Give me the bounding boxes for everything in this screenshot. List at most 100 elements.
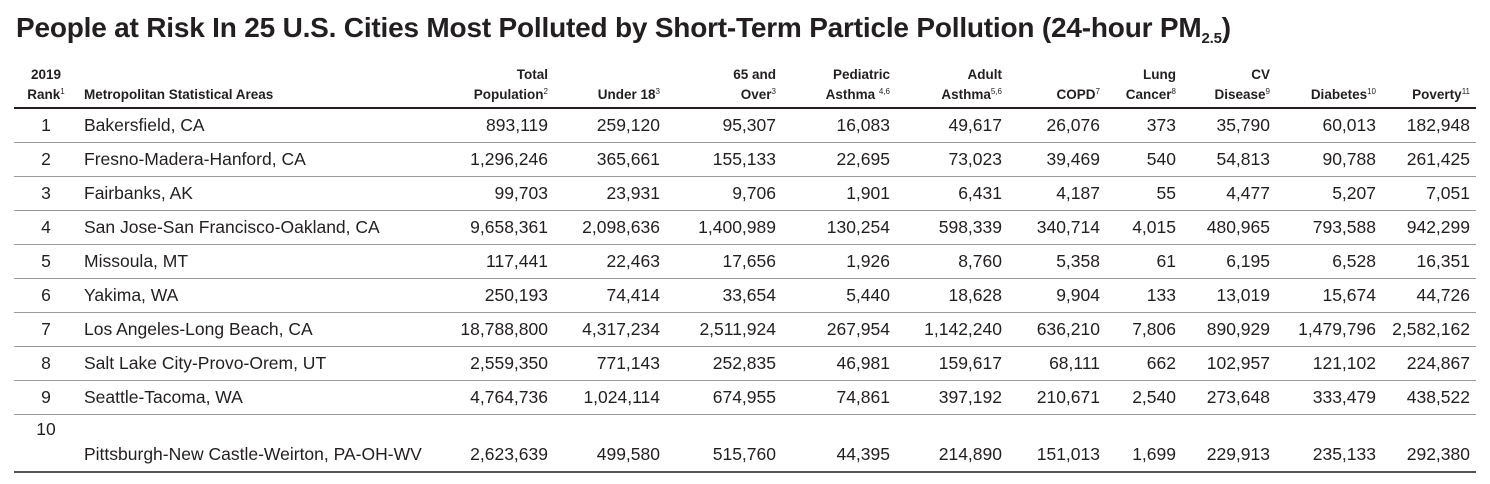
column-header-pediatric-asthma: Pediatric Asthma 4,6 xyxy=(782,66,896,109)
cell-diabetes: 235,133 xyxy=(1276,414,1382,473)
cell-pediatric-asthma: 74,861 xyxy=(782,380,896,415)
cell-65-and-over: 674,955 xyxy=(666,380,782,415)
cell-adult-asthma: 598,339 xyxy=(896,210,1008,245)
cell-copd: 4,187 xyxy=(1008,176,1106,211)
cell-total-population: 2,559,350 xyxy=(438,346,554,381)
cell-copd: 68,111 xyxy=(1008,346,1106,381)
cell-pediatric-asthma: 16,083 xyxy=(782,108,896,143)
cell-diabetes: 6,528 xyxy=(1276,244,1382,279)
column-header-line2: Population xyxy=(473,87,544,102)
cell-metro-area: San Jose-San Francisco-Oakland, CA xyxy=(78,210,438,245)
column-header-line1: Pediatric xyxy=(832,67,890,82)
header-row: 2019 Rank1 Metropolitan Statistical Areas T… xyxy=(14,66,1476,109)
risk-table: 2019 Rank1 Metropolitan Statistical Areas T… xyxy=(14,66,1476,473)
cell-adult-asthma: 73,023 xyxy=(896,142,1008,177)
cell-lung-cancer: 2,540 xyxy=(1106,380,1182,415)
cell-under-18: 499,580 xyxy=(554,414,666,473)
column-header-line1: 65 and xyxy=(733,67,776,82)
cell-pediatric-asthma: 46,981 xyxy=(782,346,896,381)
cell-rank: 8 xyxy=(14,346,78,381)
cell-rank: 5 xyxy=(14,244,78,279)
cell-rank: 1 xyxy=(14,108,78,143)
cell-metro-area: Seattle-Tacoma, WA xyxy=(78,380,438,415)
table-row: 1 Bakersfield, CA 893,119 259,120 95,307 16,0… xyxy=(14,108,1476,143)
cell-65-and-over: 95,307 xyxy=(666,108,782,143)
cell-copd: 39,469 xyxy=(1008,142,1106,177)
cell-65-and-over: 1,400,989 xyxy=(666,210,782,245)
cell-adult-asthma: 18,628 xyxy=(896,278,1008,313)
cell-total-population: 18,788,800 xyxy=(438,312,554,347)
column-header-line1: Total xyxy=(516,67,548,82)
cell-poverty: 224,867 xyxy=(1382,346,1476,381)
cell-lung-cancer: 540 xyxy=(1106,142,1182,177)
title-subscript: 2.5 xyxy=(1201,30,1222,47)
cell-copd: 636,210 xyxy=(1008,312,1106,347)
cell-cv-disease: 4,477 xyxy=(1182,176,1276,211)
cell-under-18: 23,931 xyxy=(554,176,666,211)
cell-lung-cancer: 4,015 xyxy=(1106,210,1182,245)
cell-diabetes: 90,788 xyxy=(1276,142,1382,177)
cell-diabetes: 15,674 xyxy=(1276,278,1382,313)
table-row: 9 Seattle-Tacoma, WA 4,764,736 1,024,114 674… xyxy=(14,380,1476,415)
cell-65-and-over: 252,835 xyxy=(666,346,782,381)
cell-65-and-over: 515,760 xyxy=(666,414,782,473)
cell-lung-cancer: 55 xyxy=(1106,176,1182,211)
cell-poverty: 942,299 xyxy=(1382,210,1476,245)
page-title: People at Risk In 25 U.S. Cities Most Po… xyxy=(16,12,1231,47)
column-header-footnote: 3 xyxy=(771,87,776,96)
cell-adult-asthma: 8,760 xyxy=(896,244,1008,279)
cell-copd: 210,671 xyxy=(1008,380,1106,415)
cell-metro-area: Fairbanks, AK xyxy=(78,176,438,211)
cell-rank: 7 xyxy=(14,312,78,347)
cell-total-population: 250,193 xyxy=(438,278,554,313)
column-header-poverty: Poverty11 xyxy=(1382,66,1476,109)
column-header-line2: Rank xyxy=(27,87,61,102)
cell-poverty: 438,522 xyxy=(1382,380,1476,415)
cell-lung-cancer: 1,699 xyxy=(1106,414,1182,473)
title-close: ) xyxy=(1221,12,1231,43)
cell-metro-area: Los Angeles-Long Beach, CA xyxy=(78,312,438,347)
cell-cv-disease: 13,019 xyxy=(1182,278,1276,313)
column-header-footnote: 3 xyxy=(655,87,660,96)
column-header-footnote: 8 xyxy=(1171,87,1176,96)
cell-copd: 5,358 xyxy=(1008,244,1106,279)
cell-pediatric-asthma: 44,395 xyxy=(782,414,896,473)
column-header-metro-area: Metropolitan Statistical Areas xyxy=(78,66,438,109)
cell-diabetes: 793,588 xyxy=(1276,210,1382,245)
cell-under-18: 365,661 xyxy=(554,142,666,177)
cell-total-population: 1,296,246 xyxy=(438,142,554,177)
table-row: 7 Los Angeles-Long Beach, CA 18,788,800 4,3… xyxy=(14,312,1476,347)
cell-adult-asthma: 6,431 xyxy=(896,176,1008,211)
column-header-lung-cancer: Lung Cancer8 xyxy=(1106,66,1182,109)
cell-metro-area: Yakima, WA xyxy=(78,278,438,313)
cell-metro-area: Pittsburgh-New Castle-Weirton, PA-OH-WV xyxy=(78,414,438,473)
cell-poverty: 44,726 xyxy=(1382,278,1476,313)
cell-metro-area: Fresno-Madera-Hanford, CA xyxy=(78,142,438,177)
table-row: 3 Fairbanks, AK 99,703 23,931 9,706 1,901 6,43… xyxy=(14,176,1476,211)
column-header-line1: Adult xyxy=(967,67,1003,82)
table-row: 8 Salt Lake City-Provo-Orem, UT 2,559,350 7… xyxy=(14,346,1476,381)
column-header-line2: COPD xyxy=(1056,87,1096,102)
column-header-cv-disease: CV Disease9 xyxy=(1182,66,1276,109)
cell-under-18: 4,317,234 xyxy=(554,312,666,347)
cell-poverty: 16,351 xyxy=(1382,244,1476,279)
column-header-line2: Disease xyxy=(1214,87,1266,102)
cell-rank: 3 xyxy=(14,176,78,211)
column-header-footnote: 10 xyxy=(1367,87,1376,96)
column-header-total-population: Total Population2 xyxy=(438,66,554,109)
cell-under-18: 22,463 xyxy=(554,244,666,279)
cell-metro-area: Bakersfield, CA xyxy=(78,108,438,143)
cell-diabetes: 121,102 xyxy=(1276,346,1382,381)
cell-cv-disease: 273,648 xyxy=(1182,380,1276,415)
cell-adult-asthma: 159,617 xyxy=(896,346,1008,381)
cell-adult-asthma: 397,192 xyxy=(896,380,1008,415)
table-row: 6 Yakima, WA 250,193 74,414 33,654 5,440 18,62… xyxy=(14,278,1476,313)
cell-pediatric-asthma: 22,695 xyxy=(782,142,896,177)
cell-rank: 9 xyxy=(14,380,78,415)
column-header-line1: CV xyxy=(1251,67,1270,82)
cell-metro-area: Missoula, MT xyxy=(78,244,438,279)
cell-total-population: 9,658,361 xyxy=(438,210,554,245)
cell-copd: 151,013 xyxy=(1008,414,1106,473)
column-header-line2: Diabetes xyxy=(1310,87,1368,102)
cell-metro-area: Salt Lake City-Provo-Orem, UT xyxy=(78,346,438,381)
